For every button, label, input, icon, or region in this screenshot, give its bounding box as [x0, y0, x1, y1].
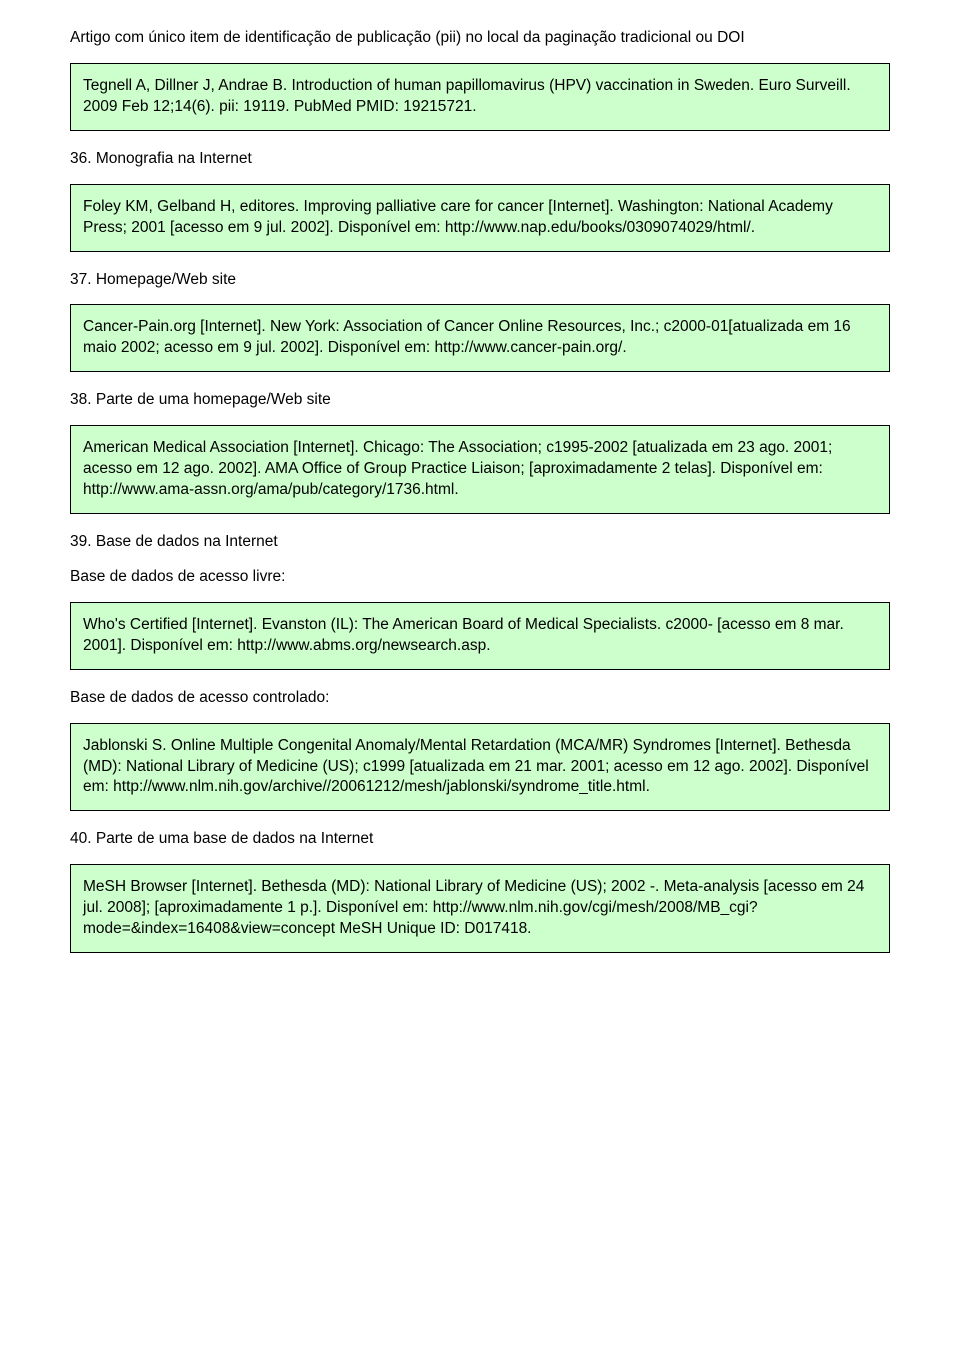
- example-box: Foley KM, Gelband H, editores. Improving…: [70, 184, 890, 252]
- example-box: Jablonski S. Online Multiple Congenital …: [70, 723, 890, 812]
- section-subtitle: Base de dados de acesso controlado:: [70, 688, 890, 709]
- section-title: 39. Base de dados na Internet: [70, 532, 890, 553]
- document-page: Artigo com único item de identificação d…: [0, 0, 960, 1011]
- section-title: 36. Monografia na Internet: [70, 149, 890, 170]
- example-box: Cancer-Pain.org [Internet]. New York: As…: [70, 304, 890, 372]
- section-title: Artigo com único item de identificação d…: [70, 28, 890, 49]
- example-box: Who's Certified [Internet]. Evanston (IL…: [70, 602, 890, 670]
- example-box: Tegnell A, Dillner J, Andrae B. Introduc…: [70, 63, 890, 131]
- section-title: 38. Parte de uma homepage/Web site: [70, 390, 890, 411]
- section-title: 40. Parte de uma base de dados na Intern…: [70, 829, 890, 850]
- example-box: American Medical Association [Internet].…: [70, 425, 890, 514]
- section-subtitle: Base de dados de acesso livre:: [70, 567, 890, 588]
- section-title: 37. Homepage/Web site: [70, 270, 890, 291]
- example-box: MeSH Browser [Internet]. Bethesda (MD): …: [70, 864, 890, 953]
